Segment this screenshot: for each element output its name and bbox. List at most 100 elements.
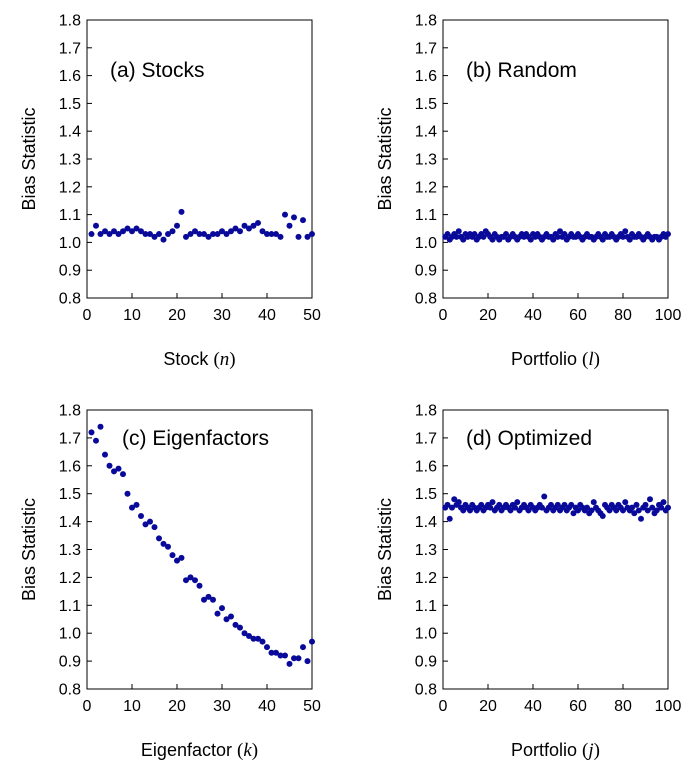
data-point [642, 501, 649, 508]
data-point [142, 231, 149, 238]
data-point [169, 552, 176, 559]
y-ticks: 0.8 0.9 1.0 1.1 1.2 1.3 1.4 1.5 1.6 1.7 1.8 [415, 403, 448, 699]
data-point [246, 632, 252, 639]
data-point [250, 635, 257, 642]
x-tick-label: 100 [655, 698, 682, 715]
y-ticks: 0.8 0.9 1.0 1.1 1.2 1.3 1.4 1.5 1.6 1.7 1.8 [415, 13, 448, 308]
y-tick-label: 0.9 [59, 263, 81, 280]
data-point [165, 543, 171, 550]
y-tick-label: 1.6 [59, 68, 81, 85]
data-point [291, 214, 297, 221]
data-point [232, 225, 239, 232]
data-point [187, 574, 194, 581]
y-tick-label: 1.5 [415, 96, 437, 113]
data-point [97, 231, 104, 238]
data-point [228, 613, 234, 620]
x-axis-label: Portfolio (l) [511, 349, 600, 370]
y-tick-label: 0.9 [415, 263, 437, 280]
data-point [453, 233, 460, 240]
y-ticks: 0.8 0.9 1.0 1.1 1.2 1.3 1.4 1.5 1.6 1.7 1.8 [59, 403, 92, 699]
data-point [613, 507, 620, 514]
y-tick-label: 0.8 [415, 291, 437, 308]
data-point [550, 236, 557, 243]
data-point [223, 616, 230, 623]
data-point [588, 507, 595, 514]
data-point [309, 231, 315, 238]
x-tick-label: 20 [479, 698, 497, 715]
y-tick-label: 1.6 [415, 68, 437, 85]
data-point [120, 228, 126, 235]
data-point [665, 231, 671, 238]
y-tick-label: 1.8 [415, 13, 437, 30]
data-point [660, 499, 667, 506]
data-point [590, 499, 597, 506]
data-point [102, 228, 108, 235]
x-axis-label-text: Stock [163, 349, 213, 369]
y-axis-label: Bias Statistic [19, 498, 39, 601]
data-point [196, 231, 203, 238]
data-point [507, 507, 514, 514]
data-point [291, 655, 297, 662]
y-tick-label: 1.0 [59, 626, 81, 643]
panel-random: 0.8 0.9 1.0 1.1 1.2 1.3 1.4 1.5 1.6 1.7 1.8 0 20 40 6… [375, 13, 681, 371]
y-tick-label: 0.9 [59, 654, 81, 671]
data-point [106, 231, 113, 238]
y-tick-label: 1.4 [415, 514, 437, 531]
data-point [487, 504, 494, 511]
data-point [635, 507, 642, 514]
x-tick-label: 40 [524, 698, 542, 715]
y-tick-label: 1.8 [59, 13, 81, 30]
data-point [638, 515, 644, 522]
data-point [259, 228, 266, 235]
x-tick-label: 80 [614, 307, 632, 324]
data-point [304, 233, 311, 240]
x-tick-label: 60 [569, 307, 587, 324]
data-point [156, 535, 162, 542]
data-point [111, 228, 117, 235]
x-ticks: 0 20 40 60 80 100 [439, 293, 681, 324]
data-point [241, 222, 248, 229]
data-point [183, 577, 189, 584]
data-point [631, 510, 638, 517]
panel-eigenfactors: 0.8 0.9 1.0 1.1 1.2 1.3 1.4 1.5 1.6 1.7 1.8 0 10 20 3… [19, 403, 321, 762]
panel-optimized: 0.8 0.9 1.0 1.1 1.2 1.3 1.4 1.5 1.6 1.7 1.8 0 20 40 6… [375, 403, 681, 762]
data-point [620, 507, 626, 514]
data-point [304, 658, 311, 665]
data-point [187, 231, 194, 238]
y-tick-label: 1.1 [415, 207, 437, 224]
x-axis-variable: k [243, 740, 252, 761]
data-point [554, 233, 561, 240]
y-tick-label: 1.6 [59, 458, 81, 475]
x-ticks: 0 10 20 30 40 50 [83, 684, 321, 715]
y-tick-label: 1.2 [59, 570, 81, 587]
data-point [647, 496, 653, 503]
data-point [300, 217, 306, 224]
data-point [460, 507, 467, 514]
data-point [151, 524, 158, 531]
data-point [277, 233, 284, 240]
y-axis-label: Bias Statistic [19, 107, 39, 210]
x-ticks: 0 10 20 30 40 50 [83, 293, 321, 324]
x-axis-label-text: Portfolio [511, 349, 582, 369]
data-point [102, 451, 108, 458]
data-point [129, 504, 135, 511]
data-point [467, 507, 473, 514]
data-point [93, 437, 99, 444]
y-tick-label: 1.5 [59, 486, 81, 503]
data-point [214, 231, 221, 238]
data-point [653, 507, 660, 514]
data-point [449, 504, 455, 511]
data-point [205, 233, 212, 240]
data-point [658, 504, 665, 511]
x-tick-label: 20 [168, 698, 186, 715]
x-axis-variable: n [220, 349, 230, 370]
x-tick-label: 20 [168, 307, 186, 324]
data-point [124, 490, 131, 497]
x-axis-label: Stock (n) [163, 349, 235, 370]
data-point [268, 649, 275, 656]
data-points [88, 423, 315, 667]
data-point [219, 228, 225, 235]
x-axis-label: Eigenfactor (k) [141, 740, 258, 761]
data-point [512, 504, 518, 511]
data-point [201, 231, 207, 238]
